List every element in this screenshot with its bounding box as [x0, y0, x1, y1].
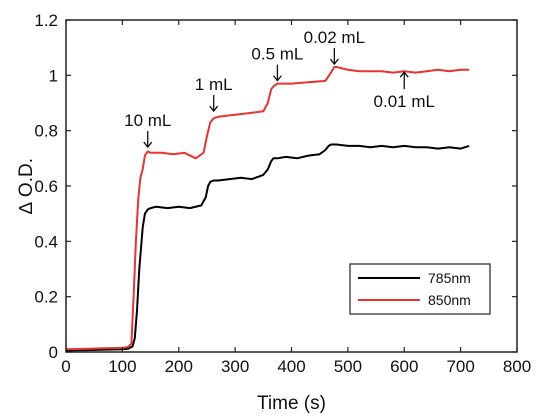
legend-box	[349, 263, 491, 315]
annotation-label: 10 mL	[124, 111, 171, 130]
annotation-label: 0.5 mL	[251, 45, 303, 64]
x-tick-label: 200	[165, 357, 193, 376]
x-tick-label: 400	[277, 357, 305, 376]
ticks-layer: 0 100 200 300 400 500 600 700 800 0 0.2 0.4 0.6 0.8 1 1…	[34, 11, 531, 376]
annotation-arrow	[329, 48, 339, 66]
annotation-label: 1 mL	[195, 75, 233, 94]
x-tick-label: 500	[334, 357, 362, 376]
x-tick-label: 0	[61, 357, 70, 376]
y-tick-label: 0.6	[34, 177, 58, 196]
y-tick-label: 1.2	[34, 11, 58, 30]
annotation-arrow	[209, 95, 219, 113]
y-tick-label: 0.4	[34, 232, 58, 251]
annotation-label: 0.01 mL	[374, 92, 435, 111]
x-axis-title: Time (s)	[257, 393, 326, 414]
x-tick-label: 100	[108, 357, 136, 376]
x-tick-label: 600	[390, 357, 418, 376]
y-tick-label: 0.8	[34, 122, 58, 141]
legend: 785nm 850nm	[349, 263, 491, 315]
annotation-layer: 10 mL 1 mL 0.5 mL0.02 mL 0.01 mL	[124, 28, 435, 149]
x-tick-label: 700	[446, 357, 474, 376]
annotation-label: 0.02 mL	[304, 28, 365, 47]
y-tick-label: 1	[49, 66, 58, 85]
y-tick-label: 0.2	[34, 288, 58, 307]
legend-label-850nm: 850nm	[428, 292, 471, 308]
series-line-850nm	[65, 66, 470, 351]
x-tick-label: 300	[221, 357, 249, 376]
annotation-arrow	[272, 64, 282, 82]
series-layer	[65, 66, 470, 352]
x-tick-label: 800	[503, 357, 531, 376]
annotation-arrow	[143, 131, 153, 149]
legend-label-785nm: 785nm	[428, 270, 471, 286]
series-line-785nm	[65, 143, 470, 352]
annotation-arrow	[399, 71, 409, 90]
y-axis-title: ∆ O.D.	[16, 158, 37, 214]
y-tick-label: 0	[49, 343, 58, 362]
